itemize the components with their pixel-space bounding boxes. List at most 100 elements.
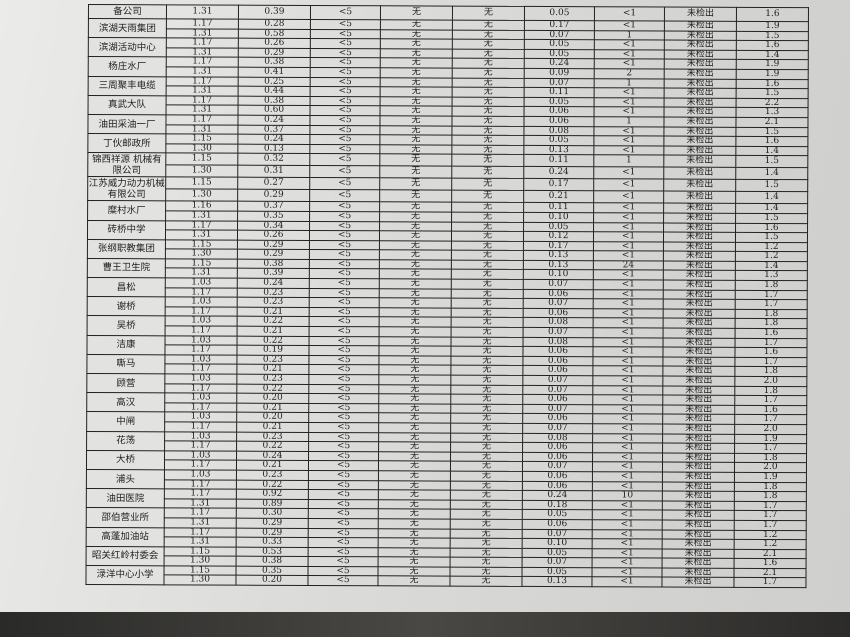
site-name-cell: 洁康 <box>86 335 166 355</box>
value-cell-col-3: <5 <box>310 19 381 30</box>
value-cell-col-3: <5 <box>308 384 379 394</box>
value-cell-col-8: 未检出 <box>663 280 736 290</box>
value-cell-col-7: <1 <box>593 289 664 300</box>
value-cell-col-1: 1.31 <box>165 210 238 221</box>
value-cell-col-2: 0.53 <box>236 546 309 557</box>
value-cell-col-3: <5 <box>308 556 379 567</box>
value-cell-col-1: 1.15 <box>165 239 238 250</box>
value-cell-col-9: 1.9 <box>736 59 809 70</box>
value-cell-col-3: <5 <box>309 249 380 260</box>
value-cell-col-7: <1 <box>592 567 663 578</box>
value-cell-col-1: 1.17 <box>166 38 239 48</box>
value-cell-col-7: <1 <box>592 346 664 357</box>
site-name-cell: 吴桥 <box>87 315 166 336</box>
value-cell-col-8: 未检出 <box>663 232 736 243</box>
value-cell-col-4: 无 <box>379 115 453 126</box>
value-cell-col-8: 未检出 <box>663 145 736 156</box>
value-cell-col-5: 无 <box>452 39 525 50</box>
value-cell-col-5: 无 <box>451 178 524 191</box>
value-cell-col-6: 0.06 <box>522 365 593 376</box>
value-cell-col-9: 1.7 <box>734 357 807 368</box>
value-cell-col-2: 0.34 <box>237 220 310 231</box>
value-cell-col-7: <1 <box>593 308 664 319</box>
value-cell-col-3: <5 <box>308 518 379 529</box>
value-cell-col-7: <1 <box>594 49 665 60</box>
value-cell-col-9: 1.5 <box>735 213 808 224</box>
value-cell-col-5: 无 <box>451 144 524 155</box>
value-cell-col-4: 无 <box>379 317 452 328</box>
value-cell-col-6: 0.10 <box>523 269 594 280</box>
value-cell-col-8: 未检出 <box>664 68 737 79</box>
value-cell-col-5: 无 <box>450 461 523 472</box>
value-cell-col-7: <1 <box>592 481 663 492</box>
value-cell-col-9: 1.4 <box>735 167 808 180</box>
value-cell-col-4: 无 <box>380 96 453 107</box>
value-cell-col-2: 0.24 <box>237 134 310 145</box>
value-cell-col-1: 1.03 <box>165 316 238 327</box>
value-cell-col-4: 无 <box>378 441 451 452</box>
value-cell-col-7: <1 <box>593 212 664 223</box>
site-name-cell: 真武大队 <box>88 95 167 115</box>
value-cell-col-8: 未检出 <box>663 179 736 192</box>
value-cell-col-1: 1.17 <box>165 325 238 336</box>
value-cell-col-9: 1.7 <box>734 443 807 454</box>
value-cell-col-4: 无 <box>378 432 451 443</box>
value-cell-col-7: 1 <box>594 78 665 89</box>
value-cell-col-1: 1.31 <box>164 498 237 509</box>
value-cell-col-5: 无 <box>451 240 524 251</box>
value-cell-col-1: 1.15 <box>165 133 238 144</box>
value-cell-col-3: <5 <box>309 259 380 270</box>
value-cell-col-8: 未检出 <box>662 356 735 367</box>
value-cell-col-7: <1 <box>592 366 663 377</box>
value-cell-col-6: 0.18 <box>522 500 593 511</box>
site-name-cell: 中闸 <box>86 411 165 432</box>
value-cell-col-4: 无 <box>378 345 452 356</box>
value-cell-col-9: 1.6 <box>735 136 808 147</box>
value-cell-col-6: 0.06 <box>522 394 593 405</box>
value-cell-col-1: 1.15 <box>165 177 238 190</box>
site-name-cell: 昭关红岭村委会 <box>86 546 165 566</box>
value-cell-col-2: 0.89 <box>236 498 309 509</box>
value-cell-col-3: <5 <box>309 297 380 308</box>
value-cell-col-6: 0.07 <box>523 327 594 338</box>
value-cell-col-8: 未检出 <box>662 347 736 358</box>
value-cell-col-7: <1 <box>594 87 665 98</box>
value-cell-col-3: <5 <box>308 460 379 471</box>
value-cell-col-5: 无 <box>450 509 523 520</box>
value-cell-col-8: 未检出 <box>662 481 735 492</box>
site-name-cell: 邵伯营业所 <box>86 507 165 528</box>
value-cell-col-7: 1 <box>593 155 664 168</box>
value-cell-col-4: 无 <box>380 86 453 97</box>
value-cell-col-4: 无 <box>378 509 451 519</box>
value-cell-col-5: 无 <box>450 547 523 558</box>
value-cell-col-7: <1 <box>593 241 664 252</box>
value-cell-col-9: 1.8 <box>734 453 807 463</box>
value-cell-col-4: 无 <box>380 29 453 40</box>
value-cell-col-9: 1.4 <box>736 50 809 61</box>
value-cell-col-9: 1.2 <box>734 529 807 540</box>
site-name-cell: 花荡 <box>86 431 165 451</box>
value-cell-col-4: 无 <box>379 269 452 280</box>
site-name-cell: 谢桥 <box>87 296 166 317</box>
value-cell-col-8: 未检出 <box>663 299 736 310</box>
value-cell-col-4: 无 <box>379 134 452 145</box>
value-cell-col-4: 无 <box>380 38 453 49</box>
value-cell-col-6: 0.06 <box>522 480 593 491</box>
value-cell-col-4: 无 <box>379 125 452 136</box>
value-cell-col-8: 未检出 <box>662 510 735 521</box>
value-cell-col-1: 1.03 <box>165 277 238 288</box>
value-cell-col-1: 1.17 <box>164 383 237 394</box>
value-cell-col-2: 0.29 <box>236 527 309 538</box>
value-cell-col-7: <1 <box>593 135 664 146</box>
value-cell-col-1: 1.17 <box>164 508 237 519</box>
value-cell-col-3: <5 <box>308 432 379 442</box>
value-cell-col-6: 0.06 <box>522 519 593 530</box>
value-cell-col-2: 0.22 <box>237 316 310 327</box>
value-cell-col-5: 无 <box>450 499 523 510</box>
site-name-cell: 油田采油一厂 <box>87 114 167 134</box>
value-cell-col-4: 无 <box>379 298 452 308</box>
value-cell-col-8: 未检出 <box>663 155 736 168</box>
value-cell-col-7: <1 <box>594 97 665 108</box>
value-cell-col-6: 0.05 <box>523 135 594 146</box>
site-name-cell: 砖桥中学 <box>87 220 166 240</box>
